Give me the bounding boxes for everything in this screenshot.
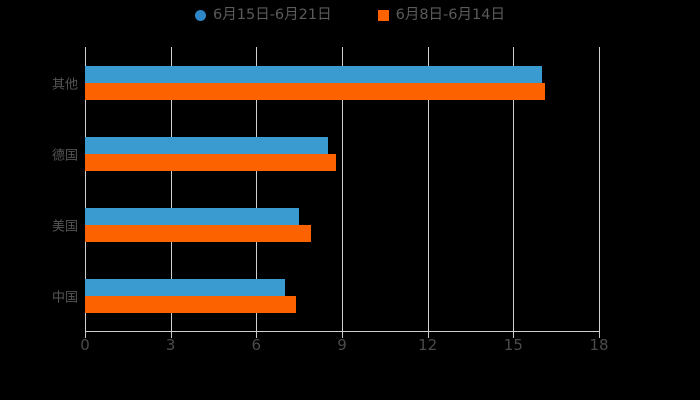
- bar-series-b[interactable]: [85, 296, 297, 313]
- category-label-meiguo: 美国: [51, 219, 78, 235]
- legend-item-series-a[interactable]: 6月15日-6月21日: [195, 8, 332, 23]
- gridline: [427, 47, 429, 332]
- legend-label-series-b: 6月8日-6月14日: [395, 7, 505, 23]
- x-axis-tick-label: 6: [251, 336, 262, 354]
- bar-series-b[interactable]: [85, 154, 337, 171]
- x-axis-tick-mark: [342, 332, 343, 338]
- x-axis-tick-label: 12: [418, 336, 438, 354]
- plot-area: [85, 47, 600, 332]
- bar-series-a[interactable]: [85, 208, 300, 225]
- x-axis-tick-label: 9: [337, 336, 347, 354]
- legend-circle-marker-icon: [195, 9, 207, 21]
- bar-series-a[interactable]: [85, 66, 542, 83]
- x-axis-tick-label: 15: [503, 336, 523, 354]
- x-axis-tick-mark: [256, 332, 258, 338]
- x-axis-tick-label: 3: [165, 336, 176, 354]
- bar-series-b[interactable]: [85, 225, 311, 242]
- bar-series-b[interactable]: [85, 83, 545, 100]
- gridline: [599, 47, 600, 332]
- x-axis-tick-label: 0: [80, 336, 90, 354]
- chart-legend: 6月15日-6月21日 6月8日-6月14日: [0, 8, 700, 23]
- legend-item-series-b[interactable]: 6月8日-6月14日: [377, 7, 505, 23]
- x-axis-tick-label: 18: [589, 336, 609, 354]
- bar-series-a[interactable]: [85, 137, 328, 154]
- bar-series-a[interactable]: [85, 279, 285, 296]
- x-axis-tick-mark: [85, 332, 86, 338]
- gridline: [170, 47, 172, 332]
- x-axis-tick-mark: [427, 332, 429, 338]
- legend-square-marker-icon: [377, 9, 389, 21]
- gridline: [342, 47, 343, 332]
- y-axis-category-labels: 其他 德国 美国 中国: [0, 0, 78, 400]
- x-axis-tick-mark: [513, 332, 515, 338]
- gridline: [513, 47, 515, 332]
- x-axis-tick-mark: [170, 332, 172, 338]
- category-label-zhongguo: 中国: [51, 290, 78, 306]
- gridline: [256, 47, 258, 332]
- category-label-deguo: 德国: [51, 148, 78, 164]
- category-label-qita: 其他: [51, 77, 78, 93]
- x-axis-tick-mark: [599, 332, 600, 338]
- gridline: [85, 47, 86, 332]
- x-axis-baseline: [85, 331, 599, 332]
- legend-label-series-a: 6月15日-6月21日: [213, 7, 332, 23]
